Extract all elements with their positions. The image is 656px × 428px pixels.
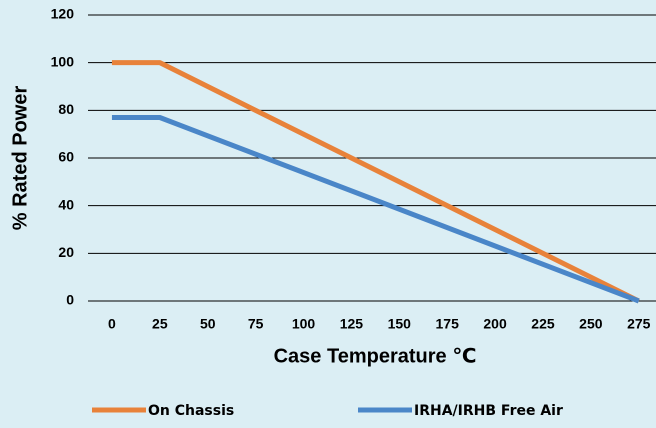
y-tick-label: 0 bbox=[66, 292, 74, 308]
y-tick-label: 120 bbox=[51, 6, 75, 22]
y-tick-label: 40 bbox=[58, 196, 74, 212]
y-tick-label: 100 bbox=[51, 53, 75, 69]
x-tick-label: 75 bbox=[248, 316, 264, 332]
legend-label: IRHA/IRHB Free Air bbox=[414, 403, 563, 419]
x-tick-label: 175 bbox=[436, 316, 460, 332]
x-tick-label: 100 bbox=[292, 316, 316, 332]
x-tick-label: 250 bbox=[579, 316, 603, 332]
x-tick-label: 0 bbox=[108, 316, 116, 332]
y-tick-label: 60 bbox=[58, 149, 74, 165]
x-tick-label: 150 bbox=[388, 316, 412, 332]
y-axis-title: % Rated Power bbox=[9, 86, 31, 231]
y-tick-label: 20 bbox=[58, 244, 74, 260]
x-tick-label: 225 bbox=[531, 316, 555, 332]
series-line bbox=[111, 114, 640, 304]
x-tick-label: 125 bbox=[340, 316, 364, 332]
x-tick-label: 50 bbox=[200, 316, 216, 332]
series-line bbox=[111, 60, 640, 304]
x-tick-label: 200 bbox=[483, 316, 507, 332]
y-tick-label: 80 bbox=[58, 101, 74, 117]
x-axis-title: Case Temperature ℃ bbox=[274, 345, 477, 367]
x-tick-label: 25 bbox=[152, 316, 168, 332]
legend-label: On Chassis bbox=[148, 403, 234, 419]
x-tick-label: 275 bbox=[627, 316, 651, 332]
